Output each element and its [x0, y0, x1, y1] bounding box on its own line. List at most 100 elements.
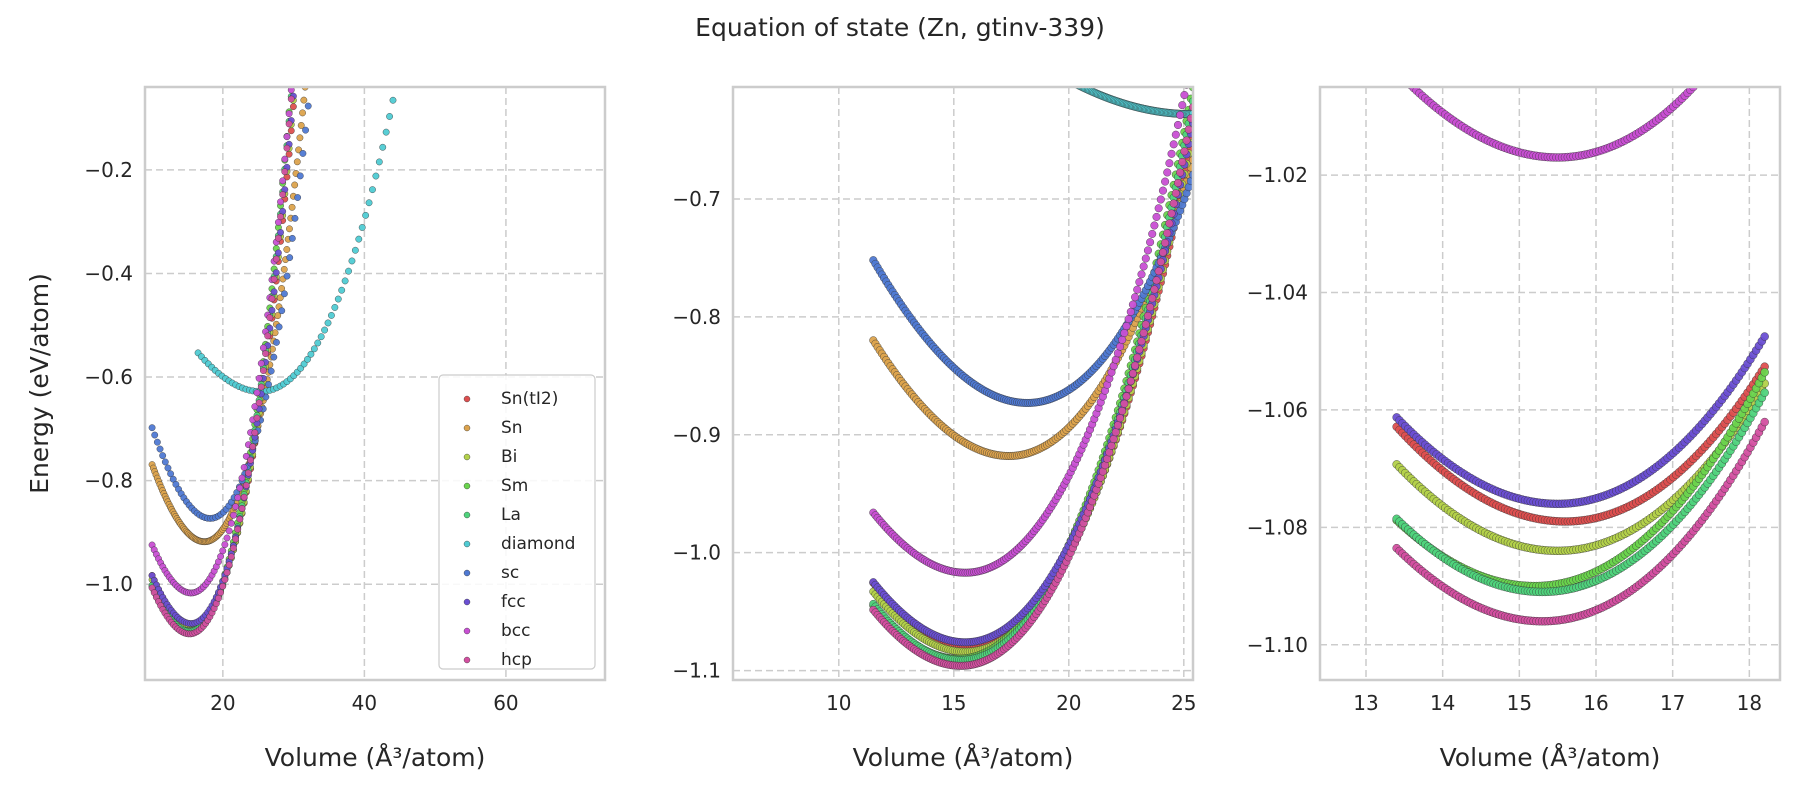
- point-bcc: [236, 484, 244, 492]
- point-bcc: [1156, 195, 1165, 204]
- point-bcc: [1706, 64, 1714, 72]
- point-sc: [161, 458, 169, 466]
- legend-label: diamond: [501, 534, 575, 554]
- point-bcc: [1131, 293, 1140, 302]
- point-diamond: [382, 128, 390, 136]
- legend-label: bcc: [501, 621, 530, 641]
- point-diamond: [1058, 73, 1066, 81]
- point-sc: [308, 78, 314, 84]
- point-bcc: [238, 474, 246, 482]
- legend-label: hcp: [501, 650, 532, 670]
- point-diamond: [1069, 78, 1077, 86]
- point-bcc: [1726, 38, 1734, 46]
- x-axis-label: Volume (Å³/atom): [853, 743, 1074, 772]
- x-tick-label: 16: [1583, 691, 1608, 715]
- legend-marker: [463, 395, 471, 403]
- panels: 20 40 60 −1.0 −0.8 −0.6 −0.4 −0.2 Volume (Å³/ato…: [25, 0, 1782, 772]
- point-bcc: [1169, 140, 1178, 149]
- point-hcp: [242, 481, 250, 489]
- point-hcp: [1154, 267, 1163, 276]
- point-sn: [293, 158, 301, 166]
- x-tick-label: 40: [352, 691, 377, 715]
- point-diamond: [1009, 41, 1017, 49]
- point-hcp: [262, 350, 269, 357]
- point-diamond: [304, 355, 311, 363]
- point-sc: [159, 452, 167, 460]
- y-tick-label: −1.10: [1247, 633, 1308, 657]
- point-diamond: [403, 27, 409, 33]
- point-diamond: [375, 158, 383, 166]
- point-bcc: [1396, 70, 1404, 78]
- point-bcc: [287, 87, 295, 94]
- x-tick-label: 14: [1430, 691, 1455, 715]
- point-hcp: [270, 275, 278, 283]
- y-tick-label: −0.8: [672, 305, 721, 329]
- axes-frame: [1318, 85, 1782, 682]
- point-bcc: [279, 177, 287, 185]
- legend-marker: [463, 598, 471, 606]
- point-diamond: [397, 63, 403, 69]
- point-sc: [283, 272, 291, 280]
- point-sm: [294, 4, 300, 10]
- point-sm: [1760, 368, 1769, 377]
- point-sn: [303, 71, 309, 77]
- markers: [148, 0, 409, 638]
- legend-label: Sn(tI2): [501, 389, 558, 409]
- point-bcc: [1171, 130, 1180, 139]
- point-hcp: [1156, 257, 1165, 266]
- point-sn: [280, 265, 288, 273]
- point-hcp: [236, 515, 244, 523]
- point-diamond: [1031, 56, 1039, 64]
- point-hcp: [1116, 414, 1125, 423]
- point-diamond: [1065, 76, 1073, 84]
- panel-2: 10 15 20 25 −1.1 −1.0 −0.9 −0.8 −0.7 Volume (Å³/a…: [672, 41, 1197, 772]
- point-diamond: [317, 333, 325, 341]
- point-bcc: [1118, 335, 1127, 344]
- point-hcp: [1133, 353, 1142, 362]
- point-sc: [291, 214, 299, 222]
- point-sc: [265, 381, 272, 388]
- point-hcp: [1126, 377, 1135, 386]
- point-sn-ti2-: [299, 0, 305, 6]
- x-tick-label: 20: [210, 691, 235, 715]
- point-sc: [164, 464, 172, 472]
- point-hcp: [1111, 428, 1120, 437]
- point-sn-ti2-: [294, 53, 300, 59]
- point-sc: [288, 234, 296, 242]
- point-diamond: [314, 339, 322, 347]
- point-hcp: [215, 594, 222, 602]
- point-sn: [278, 285, 285, 292]
- point-hcp: [277, 213, 284, 221]
- point-diamond: [300, 360, 308, 368]
- point-hcp: [268, 295, 276, 303]
- point-bcc: [1137, 270, 1146, 279]
- point-fcc: [294, 42, 300, 48]
- point-diamond: [1023, 51, 1031, 59]
- legend-marker: [463, 424, 471, 432]
- axes-frame: [731, 85, 1195, 682]
- point-sc: [310, 52, 316, 58]
- point-hcp: [1135, 345, 1144, 354]
- point-sn-ti2-: [297, 27, 303, 33]
- y-tick-label: −0.2: [84, 158, 133, 182]
- y-tick-label: −0.6: [84, 365, 133, 389]
- point-bcc: [1133, 285, 1142, 294]
- point-bcc: [277, 198, 284, 206]
- point-sn-ti2-: [287, 127, 295, 135]
- legend-marker: [463, 482, 471, 490]
- point-diamond: [1062, 75, 1070, 83]
- legend-label: sc: [501, 563, 519, 583]
- point-bcc: [251, 403, 259, 410]
- point-bcc: [1695, 77, 1703, 85]
- point-bcc: [1173, 120, 1182, 129]
- point-hcp: [1180, 147, 1189, 156]
- point-diamond: [1061, 74, 1069, 82]
- x-tick-label: 17: [1660, 691, 1685, 715]
- point-diamond: [369, 186, 376, 194]
- point-hcp: [292, 44, 298, 50]
- point-bcc: [1738, 22, 1746, 30]
- point-sn: [300, 96, 308, 104]
- point-hcp: [272, 255, 280, 263]
